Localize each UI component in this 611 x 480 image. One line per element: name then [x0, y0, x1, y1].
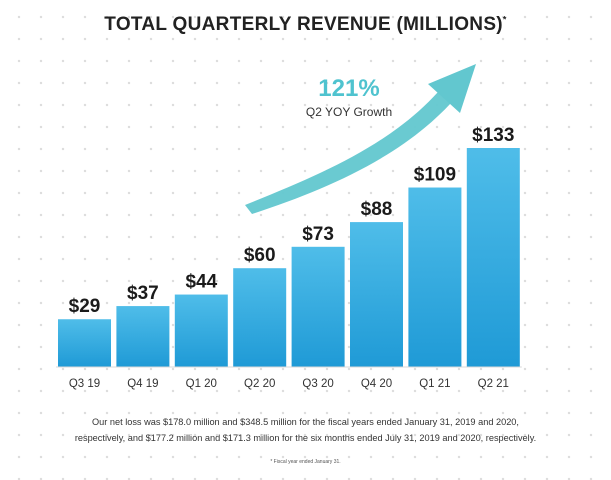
- bar-q3-19: [58, 319, 111, 367]
- x-tick-label: Q2 20: [244, 378, 275, 390]
- title-footnote-marker: *: [502, 14, 507, 25]
- x-tick-label: Q3 20: [302, 378, 333, 390]
- net-loss-footnote: Our net loss was $178.0 million and $348…: [0, 414, 611, 446]
- bar-q4-20: [350, 222, 403, 367]
- x-tick-label: Q4 20: [361, 378, 392, 390]
- x-tick-label: Q4 19: [127, 378, 158, 390]
- bar-value-label: $73: [302, 224, 334, 245]
- bar-value-label: $60: [244, 245, 276, 266]
- x-tick-label: Q3 19: [69, 378, 100, 390]
- x-tick-label: Q2 21: [478, 378, 509, 390]
- bar-q2-21: [466, 148, 520, 367]
- bar-value-label: $109: [414, 165, 456, 186]
- fiscal-year-note: * Fiscal year ended January 31.: [270, 459, 341, 465]
- growth-caption: Q2 YOY Growth: [306, 105, 392, 119]
- growth-percentage: 121%: [318, 75, 379, 102]
- growth-arrow-head: [428, 64, 476, 113]
- chart-title: TOTAL QUARTERLY REVENUE (MILLIONS)*: [0, 14, 611, 36]
- bar-value-label: $29: [69, 296, 101, 317]
- x-tick-label: Q1 20: [186, 378, 217, 390]
- footnote-line-2: respectively, and $177.2 million and $17…: [74, 433, 537, 443]
- footnote-line-1: Our net loss was $178.0 million and $348…: [92, 417, 519, 427]
- bar-q4-19: [116, 306, 170, 367]
- bar-value-label: $133: [472, 125, 514, 146]
- bar-q2-20: [233, 268, 287, 367]
- chart-title-text: TOTAL QUARTERLY REVENUE (MILLIONS): [104, 14, 503, 35]
- bar-q1-21: [408, 187, 462, 367]
- bar-q3-20: [291, 246, 345, 367]
- x-tick-label: Q1 21: [419, 378, 450, 390]
- bar-value-label: $37: [127, 283, 159, 304]
- bar-q1-20: [174, 294, 228, 367]
- bar-value-label: $44: [185, 272, 217, 293]
- growth-arrow-body: [245, 92, 451, 214]
- bar-value-label: $88: [361, 199, 393, 220]
